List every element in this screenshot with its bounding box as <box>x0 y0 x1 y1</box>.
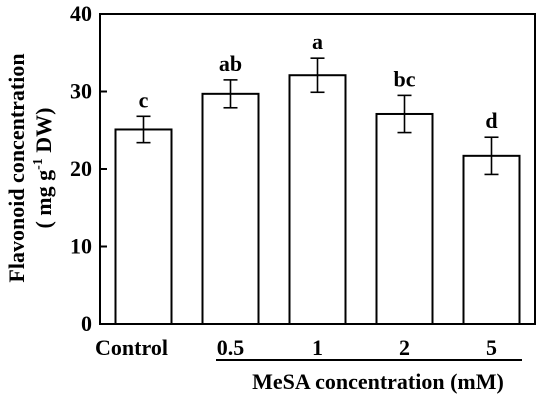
x-category-label: 1 <box>312 335 323 360</box>
significance-label: c <box>139 87 149 112</box>
x-category-label: 5 <box>486 335 497 360</box>
y-tick-labels: 0 10 20 30 40 <box>70 1 92 336</box>
y-tick-label: 20 <box>70 156 92 181</box>
bar <box>288 74 347 325</box>
bar <box>114 128 173 325</box>
y-axis-unit-superscript: -1 <box>31 158 46 170</box>
y-axis-unit-prefix: ( mg g <box>31 170 56 229</box>
x-category-label: 0.5 <box>217 335 245 360</box>
x-category-labels: Control 0.5 1 2 5 <box>95 335 497 360</box>
significance-labels: c ab a bc d <box>139 29 498 133</box>
significance-label: d <box>485 108 497 133</box>
bar <box>375 112 434 325</box>
plot-frame <box>99 13 536 325</box>
significance-label: a <box>312 29 323 54</box>
y-axis-unit-suffix: DW) <box>31 107 56 158</box>
x-category-label: 2 <box>399 335 410 360</box>
significance-label: ab <box>219 51 242 76</box>
y-tick-label: 10 <box>70 234 92 259</box>
significance-label: bc <box>394 66 416 91</box>
bar <box>462 154 521 325</box>
bars-group <box>114 74 521 325</box>
y-axis-title-group: Flavonoid concentration ( mg g-1 DW) <box>4 53 56 282</box>
y-tick-label: 40 <box>70 1 92 26</box>
y-axis-title-line1: Flavonoid concentration <box>4 53 29 282</box>
bar <box>201 92 260 325</box>
y-tick-label: 30 <box>70 79 92 104</box>
error-bars-group <box>136 57 499 176</box>
y-axis-title-line2: ( mg g-1 DW) <box>31 107 56 228</box>
x-category-label-control: Control <box>95 335 168 360</box>
x-axis-title: MeSA concentration (mM) <box>252 369 504 394</box>
y-tick-label: 0 <box>81 311 92 336</box>
y-tick-marks <box>100 13 107 325</box>
